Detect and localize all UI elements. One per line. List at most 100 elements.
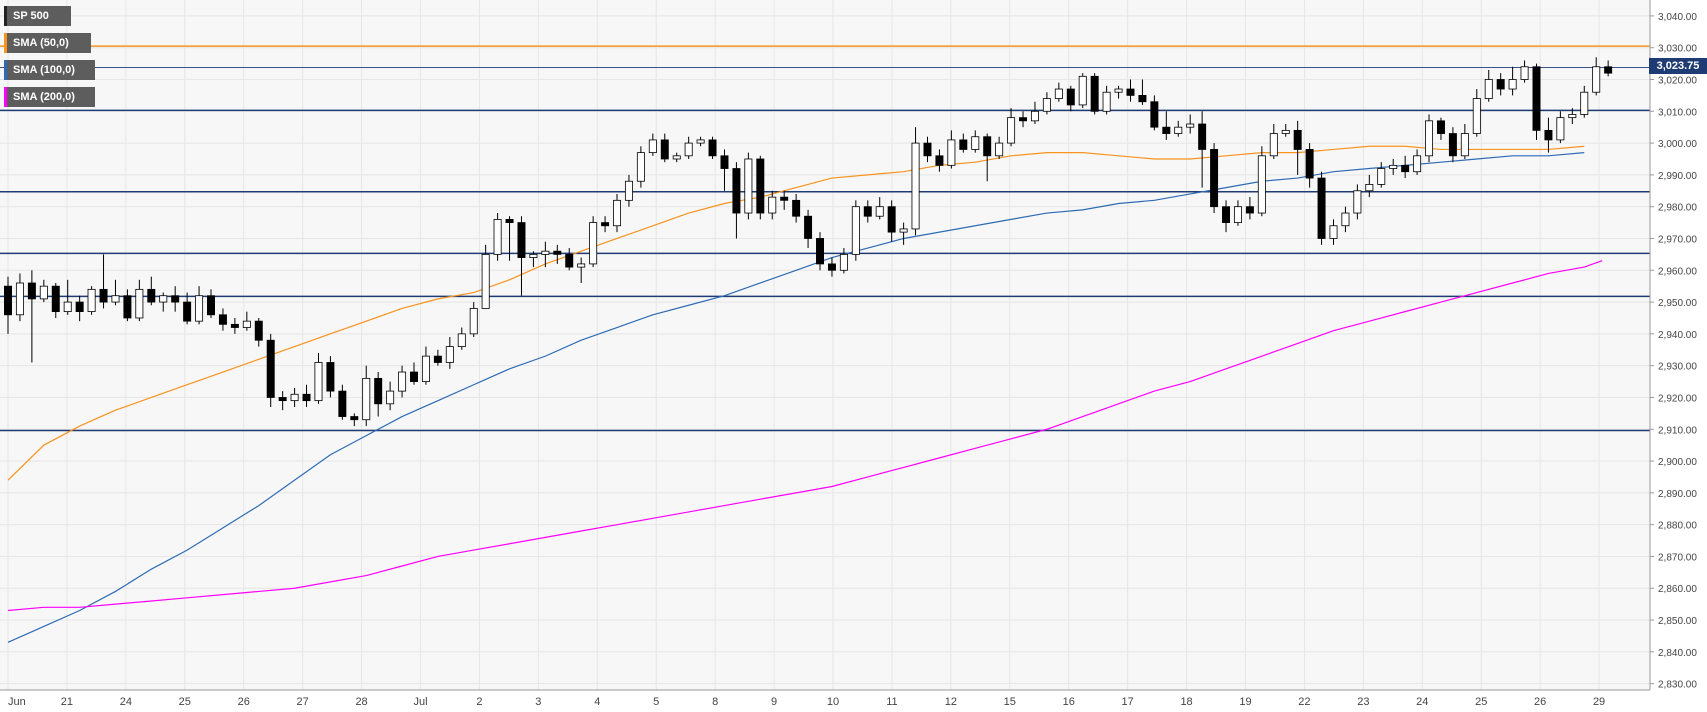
candle-body (672, 155, 681, 160)
candle-body (374, 377, 383, 405)
candle-body (195, 295, 204, 322)
candle-body (1138, 94, 1147, 103)
candle (1448, 127, 1457, 163)
candle (792, 193, 801, 223)
candle-body (421, 355, 430, 382)
candle-body (1580, 91, 1589, 115)
candle (1425, 114, 1434, 163)
candle (457, 327, 466, 350)
candle (1102, 85, 1111, 115)
candle-body (99, 288, 108, 303)
candle (1198, 111, 1207, 188)
candle-body (517, 222, 526, 258)
candle (1090, 73, 1099, 115)
y-tick-label: 2,880.00 (1658, 521, 1697, 532)
x-tick-label: 25 (179, 696, 191, 708)
candle (362, 365, 371, 427)
legend-sma200-swatch (4, 87, 7, 107)
candle (589, 216, 598, 268)
candle (1496, 73, 1505, 96)
candle (1305, 143, 1314, 188)
candle-body (660, 139, 669, 160)
legend-symbol[interactable]: SP 500 (4, 6, 71, 26)
y-tick-label: 2,960.00 (1658, 266, 1697, 277)
legend-sma50[interactable]: SMA (50,0) (4, 33, 91, 53)
candle-body (1544, 129, 1553, 141)
candle (1042, 92, 1051, 115)
legend-sma200[interactable]: SMA (200,0) (4, 87, 95, 107)
candle (780, 190, 789, 210)
candle-body (1401, 164, 1410, 173)
candle (577, 257, 586, 283)
y-tick-label: 3,000.00 (1658, 139, 1697, 150)
candle (159, 292, 168, 312)
candle (768, 190, 777, 220)
candle (111, 279, 120, 306)
candle-body (1102, 91, 1111, 112)
candle (1568, 108, 1577, 125)
candle-body (457, 333, 466, 347)
candle (816, 232, 824, 271)
candle (242, 311, 251, 331)
candle (410, 362, 418, 385)
candle-body (1245, 206, 1254, 214)
candle-body (648, 139, 657, 154)
legend-sma100[interactable]: SMA (100,0) (4, 60, 95, 80)
candle-body (1007, 117, 1016, 144)
candle-body (1281, 129, 1290, 134)
candle-body (732, 168, 741, 214)
candle-body (1413, 155, 1422, 173)
candle (493, 213, 502, 261)
candle-body (708, 139, 717, 157)
candle-body (362, 377, 371, 421)
candle-body (780, 196, 789, 201)
candle (386, 381, 395, 411)
candle-body (230, 323, 239, 328)
candle (266, 333, 275, 408)
candle-body (768, 196, 777, 214)
candle-body (111, 295, 120, 303)
candle (827, 257, 836, 277)
candle (1210, 143, 1219, 214)
candle-body (565, 253, 574, 268)
candle (613, 193, 621, 233)
candle (51, 282, 60, 318)
plot-background (0, 0, 1650, 690)
candle (935, 149, 944, 172)
candle-body (1269, 133, 1278, 157)
candle-body (1341, 212, 1350, 227)
candle-body (27, 282, 36, 300)
candle-body (469, 308, 478, 335)
x-tick-label: Jul (413, 696, 427, 708)
candle (1460, 124, 1469, 159)
y-tick-label: 2,990.00 (1658, 171, 1697, 182)
candle (195, 286, 204, 325)
candle (995, 136, 1004, 159)
y-tick-label: 2,900.00 (1658, 457, 1697, 468)
y-tick-label: 3,040.00 (1658, 12, 1697, 23)
candlesticks (4, 57, 1613, 427)
candle-body (756, 158, 765, 214)
candle (756, 155, 765, 220)
candle (732, 162, 741, 239)
candle-body (1329, 225, 1338, 239)
candle (684, 136, 693, 159)
candle (1281, 124, 1290, 137)
candle-body (1556, 117, 1565, 141)
candle-body (15, 282, 24, 316)
x-tick-label: 28 (355, 696, 367, 708)
candle (875, 197, 884, 220)
candle (314, 352, 323, 404)
candle-body (326, 362, 335, 392)
candle-body (481, 253, 490, 309)
candle-body (863, 206, 872, 217)
candle-body (887, 206, 896, 233)
candle (171, 286, 180, 312)
candle (1126, 79, 1135, 102)
candle (278, 391, 287, 411)
candle-body (624, 180, 633, 201)
candle (1150, 95, 1159, 131)
candle (863, 200, 872, 223)
candle (553, 244, 562, 264)
